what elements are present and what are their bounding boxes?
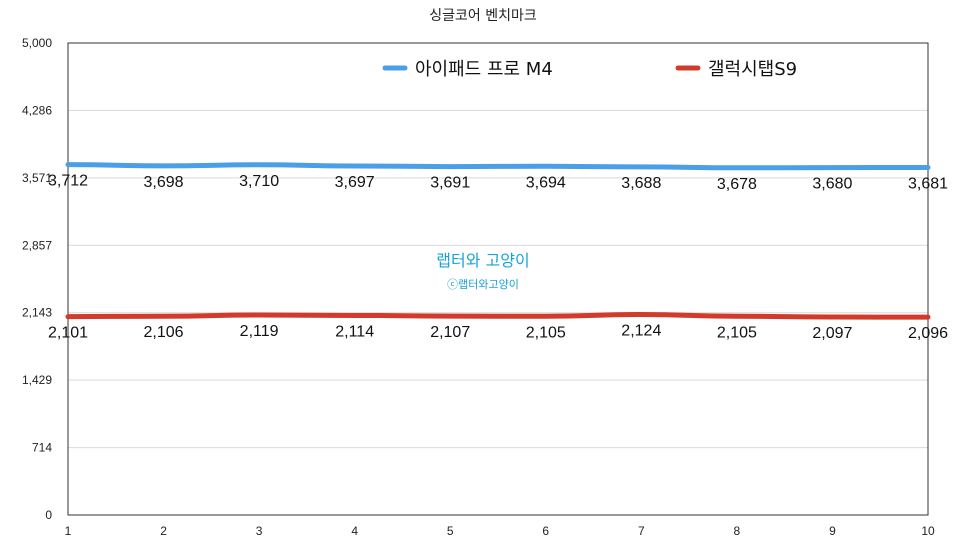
y-tick-label: 714 xyxy=(32,441,52,455)
data-label: 2,106 xyxy=(144,324,184,341)
data-label: 3,681 xyxy=(908,176,948,193)
series-line-2 xyxy=(65,311,931,320)
watermark-sub-text: ⓒ랩터와고양이 xyxy=(447,278,519,291)
x-tick-label: 4 xyxy=(351,524,358,538)
data-label: 3,698 xyxy=(144,174,184,191)
y-tick-label: 2,857 xyxy=(22,238,52,252)
series-line-1 xyxy=(65,162,931,171)
x-tick-label: 6 xyxy=(542,524,549,538)
x-tick-label: 5 xyxy=(447,524,454,538)
plot-frame xyxy=(67,42,929,516)
grid-layer xyxy=(68,42,928,516)
legend-label-2: 갤럭시탭S9 xyxy=(708,59,797,80)
data-label: 3,697 xyxy=(335,174,375,191)
y-tick-label: 0 xyxy=(45,508,52,522)
data-label: 2,114 xyxy=(335,323,374,340)
data-label: 2,119 xyxy=(240,323,279,340)
y-tick-label: 5,000 xyxy=(22,36,52,50)
data-label: 2,107 xyxy=(430,324,470,341)
data-label-layer: 3,712 3,698 3,710 3,697 3,691 3,694 3,688 3,678… xyxy=(48,173,948,343)
data-label: 3,710 xyxy=(239,173,279,190)
data-label: 2,105 xyxy=(717,324,757,341)
x-tick-label: 8 xyxy=(734,524,741,538)
watermark-main-text: 랩터와 고양이 xyxy=(436,251,529,270)
legend: 아이패드 프로 M4 갤럭시탭S9 xyxy=(382,59,797,80)
y-tick-label: 3,571 xyxy=(22,171,52,185)
x-tick-label: 1 xyxy=(65,524,72,538)
data-label: 3,694 xyxy=(526,174,566,191)
data-label: 2,096 xyxy=(908,325,948,342)
x-tick-label: 2 xyxy=(160,524,167,538)
data-label: 3,680 xyxy=(812,176,852,193)
data-label: 2,124 xyxy=(621,322,661,339)
data-label: 3,688 xyxy=(621,175,661,192)
x-tick-label: 9 xyxy=(829,524,836,538)
legend-label-1: 아이패드 프로 M4 xyxy=(415,59,553,80)
data-label: 3,712 xyxy=(48,173,88,190)
data-label: 2,101 xyxy=(48,325,88,342)
x-tick-label: 10 xyxy=(921,524,935,538)
data-label: 3,691 xyxy=(430,175,470,192)
series-layer xyxy=(65,162,931,320)
watermark: 랩터와 고양이 ⓒ랩터와고양이 xyxy=(436,251,529,291)
data-label: 2,105 xyxy=(526,324,566,341)
x-tick-label: 3 xyxy=(256,524,263,538)
chart-title: 싱글코어 벤치마크 xyxy=(429,8,537,24)
y-tick-label: 2,143 xyxy=(22,306,52,320)
data-label: 2,097 xyxy=(812,325,852,342)
x-tick-label: 7 xyxy=(638,524,645,538)
axis-layer: 0 714 1,429 2,143 2,857 3,571 4,286 5,000 1 2 3 4 5 6… xyxy=(22,36,935,538)
data-label: 3,678 xyxy=(717,176,757,193)
y-tick-label: 4,286 xyxy=(22,103,52,117)
y-tick-label: 1,429 xyxy=(22,373,52,387)
